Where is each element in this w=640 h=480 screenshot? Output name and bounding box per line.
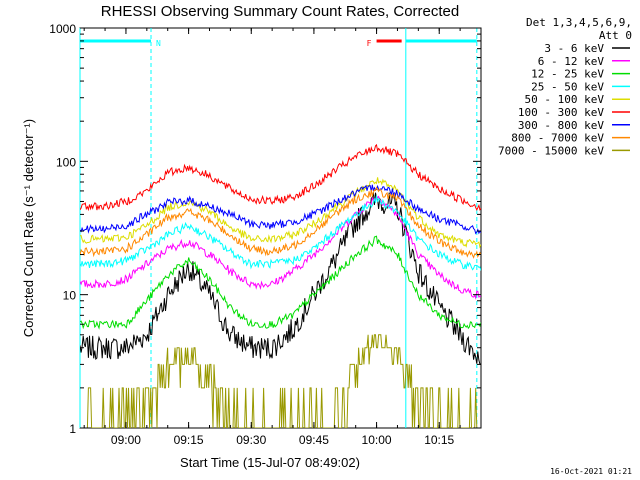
series-line-7: [80, 186, 481, 259]
x-axis-label: Start Time (15-Jul-07 08:49:02): [180, 455, 360, 470]
legend-label-8: 7000 - 15000 keV: [498, 144, 604, 157]
legend-label-5: 100 - 300 keV: [518, 106, 604, 119]
axes-layer: 09:00 09:15 09:30 09:45 10:00 10:15 1 10 100 1000: [49, 22, 482, 447]
legend-label-1: 6 - 12 keV: [538, 55, 605, 68]
x-tick-label-1: 09:15: [174, 433, 204, 447]
series-line-0: [80, 192, 481, 366]
x-tick-label-0: 09:00: [111, 433, 141, 447]
series-line-3: [80, 195, 481, 271]
series-line-5: [80, 143, 481, 212]
y-tick-label-1: 10: [63, 289, 77, 303]
legend-label-3: 25 - 50 keV: [531, 80, 604, 93]
series-line-6: [80, 184, 481, 235]
y-axis-label: Corrected Count Rate (s⁻¹ detector⁻¹): [21, 119, 36, 337]
y-tick-label-0: 1: [69, 422, 76, 436]
chart-title: RHESSI Observing Summary Count Rates, Co…: [101, 3, 459, 20]
x-tick-label-2: 09:30: [236, 433, 266, 447]
series-layer: [80, 143, 481, 428]
y-tick-label-3: 1000: [49, 22, 76, 36]
annotation-label-0: N: [156, 39, 161, 48]
footer-timestamp: 16-Oct-2021 01:21: [550, 467, 632, 476]
annotation-label-1: F: [367, 39, 372, 48]
y-tick-label-2: 100: [56, 155, 76, 169]
legend-label-6: 300 - 800 keV: [518, 119, 604, 132]
x-tick-label-5: 10:15: [424, 433, 454, 447]
legend-header-line1: Det 1,3,4,5,6,9,: [526, 16, 632, 29]
x-tick-label-4: 10:00: [362, 433, 392, 447]
series-line-8: [80, 334, 481, 428]
legend-label-2: 12 - 25 keV: [531, 68, 604, 81]
x-tick-label-3: 09:45: [299, 433, 329, 447]
legend-label-4: 50 - 100 keV: [525, 93, 605, 106]
series-line-1: [80, 195, 481, 300]
series-line-4: [80, 177, 481, 249]
legend-header-line2: Att 0: [599, 29, 632, 42]
legend-label-7: 800 - 7000 keV: [511, 132, 604, 145]
series-line-2: [80, 235, 481, 330]
legend-label-0: 3 - 6 keV: [544, 42, 604, 55]
